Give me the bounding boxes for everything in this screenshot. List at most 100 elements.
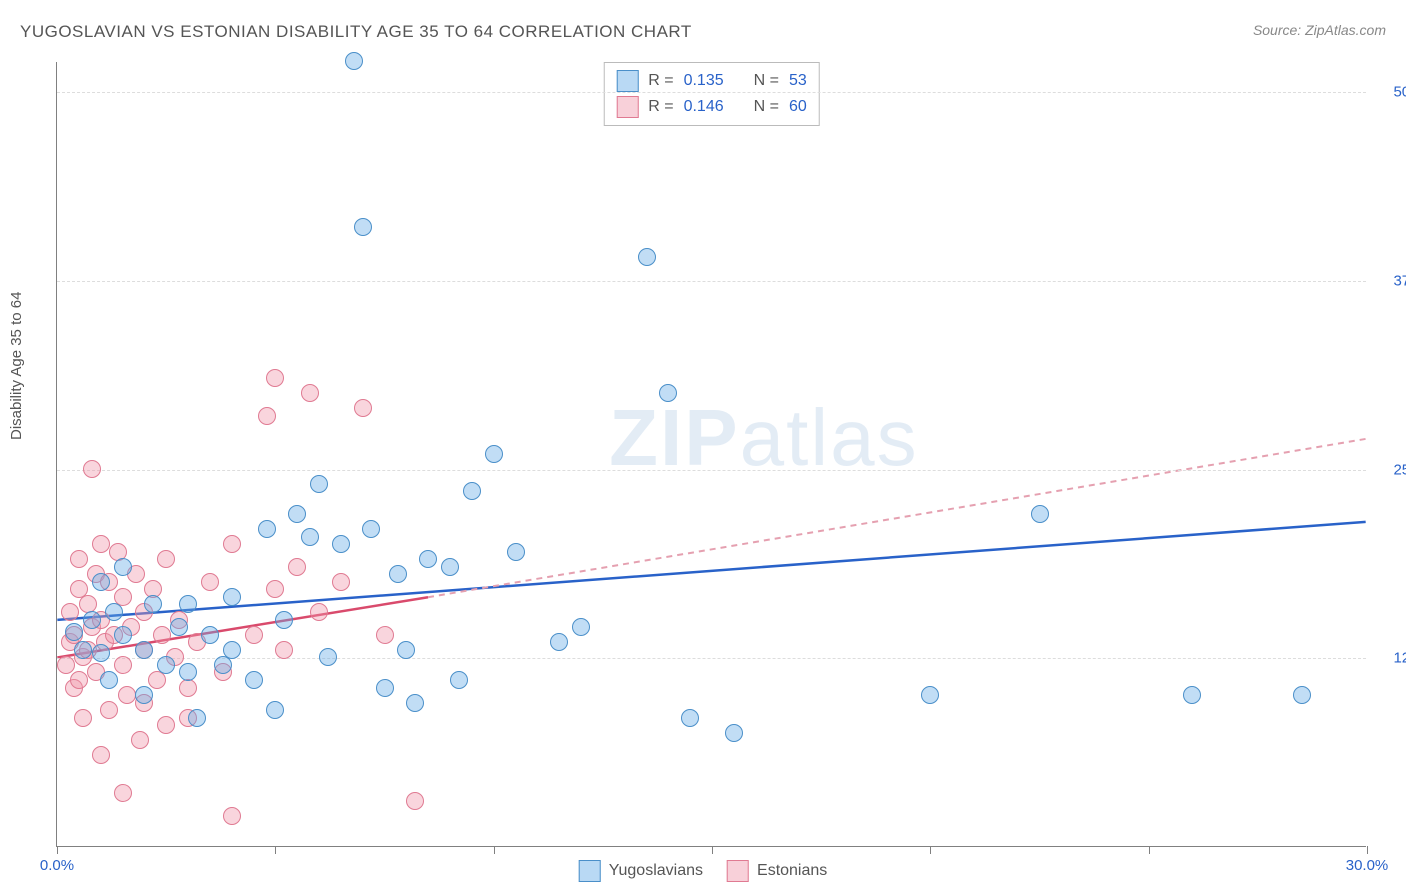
n-value-est: 60 xyxy=(789,98,807,116)
n-value-yugo: 53 xyxy=(789,72,807,90)
n-label: N = xyxy=(754,72,779,90)
data-point xyxy=(170,618,188,636)
x-tick xyxy=(275,846,276,854)
x-tick xyxy=(57,846,58,854)
data-point xyxy=(266,701,284,719)
data-point xyxy=(245,671,263,689)
data-point xyxy=(114,784,132,802)
data-point xyxy=(288,505,306,523)
data-point xyxy=(1293,686,1311,704)
data-point xyxy=(376,626,394,644)
data-point xyxy=(266,369,284,387)
data-point xyxy=(118,686,136,704)
data-point xyxy=(188,709,206,727)
data-point xyxy=(354,218,372,236)
data-point xyxy=(419,550,437,568)
data-point xyxy=(92,573,110,591)
data-point xyxy=(485,445,503,463)
gridline xyxy=(57,658,1366,659)
x-tick xyxy=(712,846,713,854)
data-point xyxy=(105,603,123,621)
data-point xyxy=(92,535,110,553)
data-point xyxy=(332,573,350,591)
stats-row-yugoslavians: R = 0.135 N = 53 xyxy=(616,68,807,94)
data-point xyxy=(921,686,939,704)
data-point xyxy=(223,535,241,553)
data-point xyxy=(61,603,79,621)
data-point xyxy=(201,573,219,591)
data-point xyxy=(100,671,118,689)
r-label: R = xyxy=(648,98,673,116)
legend-item-estonians: Estonians xyxy=(727,860,827,882)
data-point xyxy=(275,641,293,659)
data-point xyxy=(74,641,92,659)
data-point xyxy=(83,611,101,629)
data-point xyxy=(1183,686,1201,704)
scatter-plot: ZIPatlas R = 0.135 N = 53 R = 0.146 N = … xyxy=(56,62,1366,847)
swatch-blue-icon xyxy=(616,70,638,92)
y-axis-label: Disability Age 35 to 64 xyxy=(8,292,25,440)
data-point xyxy=(114,626,132,644)
data-point xyxy=(572,618,590,636)
data-point xyxy=(157,550,175,568)
data-point xyxy=(362,520,380,538)
data-point xyxy=(157,716,175,734)
data-point xyxy=(245,626,263,644)
data-point xyxy=(310,475,328,493)
x-tick xyxy=(1149,846,1150,854)
swatch-pink-icon xyxy=(616,96,638,118)
series-legend: Yugoslavians Estonians xyxy=(579,860,828,882)
y-tick-label: 25.0% xyxy=(1376,461,1406,478)
data-point xyxy=(450,671,468,689)
data-point xyxy=(638,248,656,266)
data-point xyxy=(266,580,284,598)
correlation-stats-box: R = 0.135 N = 53 R = 0.146 N = 60 xyxy=(603,62,820,126)
source-attribution: Source: ZipAtlas.com xyxy=(1253,22,1386,38)
swatch-blue-icon xyxy=(579,860,601,882)
r-value-yugo: 0.135 xyxy=(684,72,724,90)
x-tick xyxy=(930,846,931,854)
gridline xyxy=(57,281,1366,282)
data-point xyxy=(725,724,743,742)
data-point xyxy=(319,648,337,666)
data-point xyxy=(57,656,75,674)
data-point xyxy=(258,407,276,425)
y-tick-label: 12.5% xyxy=(1376,650,1406,667)
data-point xyxy=(507,543,525,561)
data-point xyxy=(389,565,407,583)
r-value-est: 0.146 xyxy=(684,98,724,116)
x-tick xyxy=(1367,846,1368,854)
data-point xyxy=(681,709,699,727)
data-point xyxy=(92,644,110,662)
data-point xyxy=(131,731,149,749)
data-point xyxy=(70,550,88,568)
stats-row-estonians: R = 0.146 N = 60 xyxy=(616,94,807,120)
y-tick-label: 50.0% xyxy=(1376,84,1406,101)
data-point xyxy=(114,656,132,674)
data-point xyxy=(1031,505,1049,523)
data-point xyxy=(406,694,424,712)
data-point xyxy=(258,520,276,538)
r-label: R = xyxy=(648,72,673,90)
data-point xyxy=(332,535,350,553)
data-point xyxy=(92,746,110,764)
y-tick-label: 37.5% xyxy=(1376,272,1406,289)
gridline xyxy=(57,470,1366,471)
data-point xyxy=(74,709,92,727)
data-point xyxy=(310,603,328,621)
data-point xyxy=(550,633,568,651)
legend-item-yugoslavians: Yugoslavians xyxy=(579,860,703,882)
legend-label: Yugoslavians xyxy=(609,862,703,880)
data-point xyxy=(301,528,319,546)
data-point xyxy=(83,460,101,478)
data-point xyxy=(135,686,153,704)
data-point xyxy=(65,623,83,641)
n-label: N = xyxy=(754,98,779,116)
data-point xyxy=(157,656,175,674)
data-point xyxy=(135,641,153,659)
data-point xyxy=(223,807,241,825)
x-tick-label: 0.0% xyxy=(40,857,74,874)
data-point xyxy=(345,52,363,70)
data-point xyxy=(179,663,197,681)
data-point xyxy=(376,679,394,697)
